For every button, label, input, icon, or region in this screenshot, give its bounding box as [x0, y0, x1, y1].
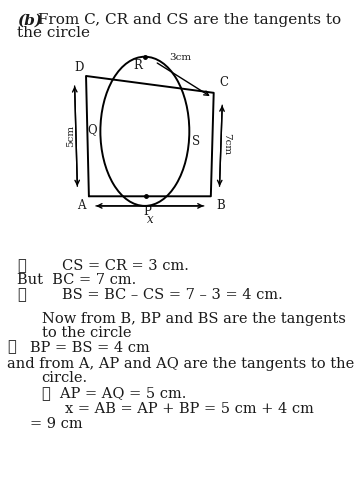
Text: to the circle: to the circle: [42, 326, 131, 340]
Text: But  BC = 7 cm.: But BC = 7 cm.: [17, 273, 136, 287]
Text: (b): (b): [17, 14, 42, 28]
Text: B: B: [216, 199, 225, 212]
Text: D: D: [74, 60, 84, 74]
Text: ∴: ∴: [17, 287, 26, 302]
Text: R: R: [133, 59, 142, 72]
Text: A: A: [77, 199, 86, 212]
Text: ∴: ∴: [17, 259, 26, 273]
Text: Q: Q: [88, 123, 97, 136]
Text: S: S: [192, 135, 200, 148]
Text: P: P: [144, 205, 152, 218]
Text: BS = BC – CS = 7 – 3 = 4 cm.: BS = BC – CS = 7 – 3 = 4 cm.: [62, 287, 282, 302]
Text: C: C: [219, 76, 228, 89]
Text: BP = BS = 4 cm: BP = BS = 4 cm: [30, 341, 150, 355]
Text: circle.: circle.: [42, 371, 88, 385]
Text: x = AB = AP + BP = 5 cm + 4 cm: x = AB = AP + BP = 5 cm + 4 cm: [64, 402, 313, 416]
Text: 7cm: 7cm: [222, 134, 231, 156]
Text: 5cm: 5cm: [66, 125, 75, 147]
Text: = 9 cm: = 9 cm: [30, 417, 83, 431]
Text: ∴: ∴: [7, 341, 16, 355]
Text: x: x: [147, 213, 153, 226]
Text: From C, CR and CS are the tangents to: From C, CR and CS are the tangents to: [33, 14, 341, 28]
Text: the circle: the circle: [17, 27, 90, 40]
Text: CS = CR = 3 cm.: CS = CR = 3 cm.: [62, 259, 189, 273]
Text: 3cm: 3cm: [170, 53, 192, 61]
Text: ∴  AP = AQ = 5 cm.: ∴ AP = AQ = 5 cm.: [42, 386, 186, 400]
Text: Now from B, BP and BS are the tangents: Now from B, BP and BS are the tangents: [42, 312, 345, 326]
Text: and from A, AP and AQ are the tangents to the: and from A, AP and AQ are the tangents t…: [7, 357, 354, 371]
